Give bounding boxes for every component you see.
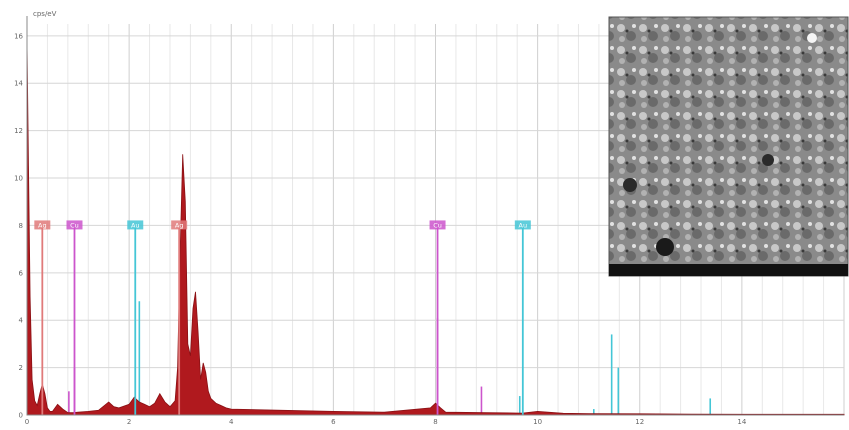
- element-label-box: [429, 220, 446, 230]
- sem-dark-spot: [762, 154, 774, 166]
- y-tick-label: 8: [19, 222, 23, 230]
- x-tick-label: 4: [229, 418, 234, 426]
- x-tick-label: 0: [25, 418, 29, 426]
- element-label: Cu: [70, 221, 79, 229]
- element-label-box: [171, 220, 188, 230]
- element-label: Ag: [38, 221, 47, 229]
- element-label: Au: [519, 221, 528, 229]
- y-tick-label: 0: [19, 412, 23, 420]
- sem-image: [608, 16, 849, 277]
- x-tick-label: 2: [127, 418, 131, 426]
- element-label: Ag: [175, 221, 184, 229]
- element-label-box: [34, 220, 51, 230]
- y-tick-label: 10: [14, 175, 23, 183]
- y-axis-label: cps/eV: [33, 10, 57, 18]
- y-tick-label: 16: [14, 32, 23, 40]
- x-tick-label: 14: [737, 418, 746, 426]
- element-markers: Ag Cu Au Ag Cu Au: [34, 220, 531, 415]
- y-tick-label: 2: [19, 364, 23, 372]
- y-tick-label: 12: [14, 127, 23, 135]
- element-label-box: [514, 220, 531, 230]
- sem-info-bar: [609, 264, 848, 276]
- y-tick-label: 6: [19, 269, 24, 277]
- x-tick-label: 10: [533, 418, 542, 426]
- element-label-box: [127, 220, 144, 230]
- element-label: Cu: [433, 221, 442, 229]
- sem-dark-spot: [623, 178, 637, 192]
- element-label: Au: [131, 221, 140, 229]
- x-tick-label: 8: [433, 418, 437, 426]
- y-tick-label: 4: [19, 317, 24, 325]
- x-tick-label: 12: [635, 418, 644, 426]
- x-tick-label: 6: [331, 418, 336, 426]
- element-label-box: [66, 220, 83, 230]
- y-tick-label: 14: [14, 80, 23, 88]
- sem-dark-spot: [656, 238, 674, 256]
- sem-bright-spot: [807, 33, 817, 43]
- sem-inset-image: [608, 16, 849, 277]
- spectrum-area: [26, 40, 845, 416]
- reference-lines: [68, 301, 712, 415]
- axes: 0 2 4 6 8 10 12 14 16 0 2 4 6 8 10 12 14: [14, 16, 844, 426]
- spectrum: [26, 40, 845, 416]
